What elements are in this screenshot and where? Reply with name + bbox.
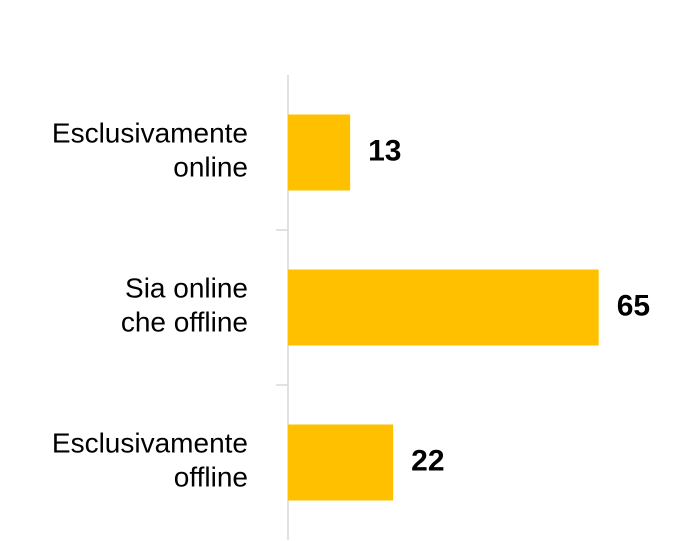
bar [288, 114, 351, 191]
category-label-line: Esclusivamente [52, 428, 248, 459]
category-label-line: online [173, 152, 248, 183]
data-label: 65 [617, 289, 650, 322]
category-label-line: offline [174, 462, 248, 493]
data-label: 13 [368, 134, 401, 167]
category-label: Sia online che offline [121, 273, 248, 338]
bar [288, 269, 599, 346]
category-label: Esclusivamente online [52, 118, 248, 183]
category-label-line: che offline [121, 307, 248, 338]
category-label-line: Sia online [125, 273, 248, 304]
bar [288, 424, 394, 501]
category-label-line: Esclusivamente [52, 118, 248, 149]
data-label: 22 [411, 444, 444, 477]
category-label: Esclusivamente offline [52, 428, 248, 493]
